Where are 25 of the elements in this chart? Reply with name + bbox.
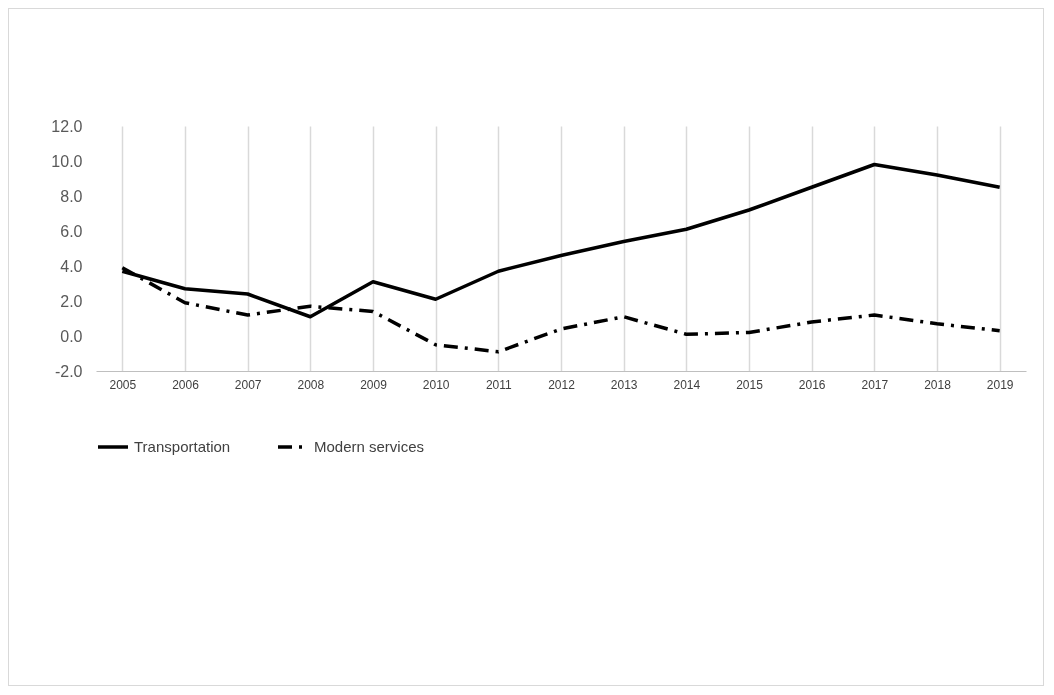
legend-label: Modern services (314, 438, 425, 455)
y-tick-label: 0.0 (60, 327, 83, 345)
x-tick-label: 2016 (798, 377, 826, 392)
x-tick-label: 2010 (422, 377, 450, 392)
x-tick-label: 2011 (485, 377, 513, 392)
x-tick-label: 2013 (610, 377, 638, 392)
x-tick-label: 2012 (548, 377, 576, 392)
x-tick-label: 2009 (360, 377, 388, 392)
y-tick-label: 12.0 (51, 117, 83, 135)
x-tick-label: 2017 (861, 377, 889, 392)
x-tick-label: 2014 (673, 377, 701, 392)
legend-label: Transportation (134, 438, 231, 455)
y-tick-label: 10.0 (51, 152, 83, 170)
x-tick-label: 2019 (986, 377, 1014, 392)
x-tick-label: 2005 (109, 377, 137, 392)
x-tick-label: 2018 (924, 377, 952, 392)
x-tick-label: 2006 (172, 377, 200, 392)
y-tick-label: 2.0 (60, 292, 83, 310)
y-tick-label: 6.0 (60, 222, 83, 240)
x-tick-label: 2007 (234, 377, 262, 392)
x-tick-label: 2008 (297, 377, 325, 392)
y-tick-label: 4.0 (60, 257, 83, 275)
y-tick-label: -2.0 (54, 362, 83, 380)
y-tick-label: 8.0 (60, 187, 83, 205)
x-tick-label: 2015 (736, 377, 764, 392)
